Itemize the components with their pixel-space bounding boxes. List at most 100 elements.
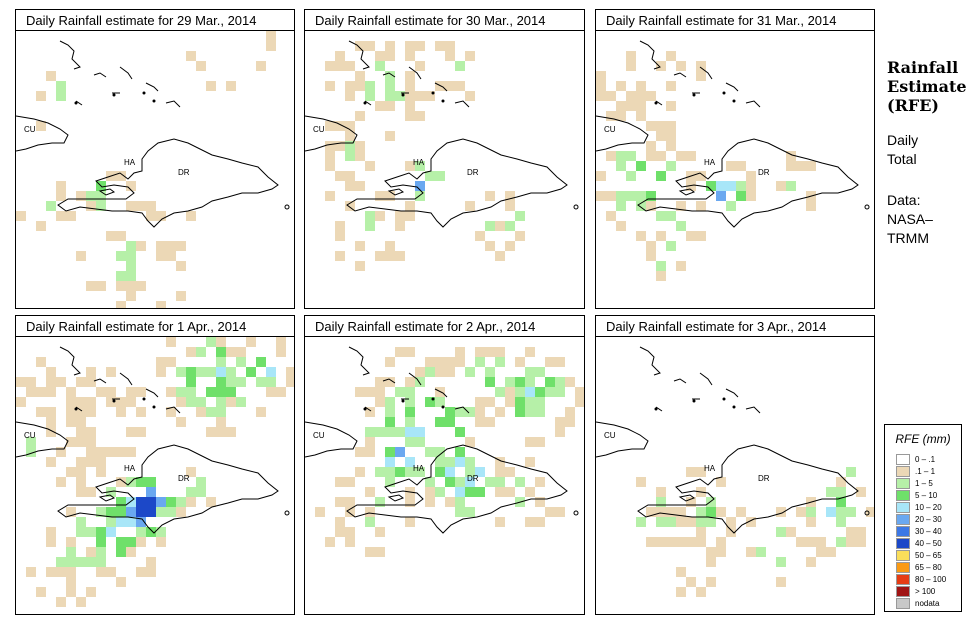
rainfall-cell (345, 121, 355, 131)
rainfall-cell (345, 527, 355, 537)
rainfall-cell (385, 427, 395, 437)
rainfall-cell (26, 387, 36, 397)
rainfall-cell (505, 377, 515, 387)
rainfall-cell (656, 507, 666, 517)
rainfall-cell (76, 487, 86, 497)
country-label-ha: HA (704, 158, 716, 167)
rainfall-cell (535, 477, 545, 487)
rainfall-cell (365, 221, 375, 231)
rainfall-cell (375, 497, 385, 507)
rainfall-cell (76, 377, 86, 387)
rainfall-cell (156, 357, 166, 367)
cuba-coastline (305, 421, 358, 458)
rainfall-cell (66, 211, 76, 221)
rainfall-cell (66, 537, 76, 547)
country-label-cu: CU (604, 125, 616, 134)
rainfall-cell (345, 497, 355, 507)
rainfall-cell (445, 51, 455, 61)
rainfall-cell (455, 81, 465, 91)
country-label-dr: DR (178, 474, 190, 483)
rainfall-cell (46, 537, 56, 547)
legend-entry: 0 – .1 (896, 453, 935, 465)
rainfall-cell (196, 407, 206, 417)
rainfall-cell (415, 367, 425, 377)
rainfall-cell (525, 487, 535, 497)
rainfall-cell (146, 557, 156, 567)
rainfall-cell (186, 397, 196, 407)
rainfall-cell (455, 477, 465, 487)
rainfall-cell (485, 377, 495, 387)
small-island (732, 405, 736, 409)
rainfall-cell (455, 407, 465, 417)
rainfall-grid: CU HA DR (596, 346, 874, 597)
rainfall-cell (786, 181, 796, 191)
rainfall-cell (246, 367, 256, 377)
rainfall-cell (26, 447, 36, 457)
legend-entry: 50 – 65 (896, 549, 942, 561)
rainfall-cell (46, 367, 56, 377)
small-island (654, 101, 658, 105)
rainfall-cell (375, 51, 385, 61)
rainfall-cell (646, 121, 656, 131)
rainfall-cell (56, 557, 66, 567)
rainfall-cell (46, 417, 56, 427)
rainfall-cell (465, 507, 475, 517)
map-area: CU HA DR (304, 336, 585, 615)
bahama1-coastline (59, 40, 81, 70)
rainfall-cell (365, 41, 375, 51)
rainfall-cell (425, 367, 435, 377)
country-label-dr: DR (758, 168, 770, 177)
rainfall-cell (405, 111, 415, 121)
rainfall-cell (405, 347, 415, 357)
rainfall-cell (126, 291, 136, 301)
rainfall-cell (86, 397, 96, 407)
rainfall-cell (96, 457, 106, 467)
rainfall-cell (66, 577, 76, 587)
rainfall-cell (445, 407, 455, 417)
rainfall-cell (636, 101, 646, 111)
bahama3-coastline (699, 372, 713, 386)
rainfall-cell (666, 51, 676, 61)
rainfall-cell (106, 567, 116, 577)
rainfall-cell (445, 41, 455, 51)
rainfall-cell (405, 417, 415, 427)
rainfall-cell (525, 387, 535, 397)
rainfall-cell (716, 537, 726, 547)
bahama2-coastline (93, 378, 107, 384)
rainfall-cell (96, 201, 106, 211)
country-label-ha: HA (413, 158, 425, 167)
rainfall-cell (146, 567, 156, 577)
rainfall-cell (686, 577, 696, 587)
rainfall-cell (226, 367, 236, 377)
rainfall-cell (626, 151, 636, 161)
rainfall-cell (525, 517, 535, 527)
rainfall-cell (335, 141, 345, 151)
rainfall-cell (736, 161, 746, 171)
legend-swatch (896, 501, 910, 513)
rainfall-cell (355, 181, 365, 191)
rainfall-cell (176, 367, 186, 377)
rainfall-cell (726, 517, 736, 527)
rainfall-cell (385, 251, 395, 261)
title-line: (RFE) (887, 96, 939, 115)
rainfall-cell (616, 81, 626, 91)
legend-swatch (896, 513, 910, 525)
small-island (142, 397, 146, 401)
rainfall-cell (616, 221, 626, 231)
rainfall-cell (616, 191, 626, 201)
cuba-coastline (16, 115, 69, 152)
rainfall-cell (455, 61, 465, 71)
rainfall-cell (395, 91, 405, 101)
rainfall-cell (365, 507, 375, 517)
rainfall-cell (606, 91, 616, 101)
rainfall-cell (525, 397, 535, 407)
rainfall-cell (196, 347, 206, 357)
legend-swatch (896, 561, 910, 573)
rainfall-cell (616, 161, 626, 171)
rainfall-cell (656, 171, 666, 181)
rainfall-cell (776, 527, 786, 537)
rainfall-cell (116, 281, 126, 291)
rainfall-cell (76, 527, 86, 537)
rainfall-cell (596, 171, 606, 181)
rainfall-cell (156, 497, 166, 507)
